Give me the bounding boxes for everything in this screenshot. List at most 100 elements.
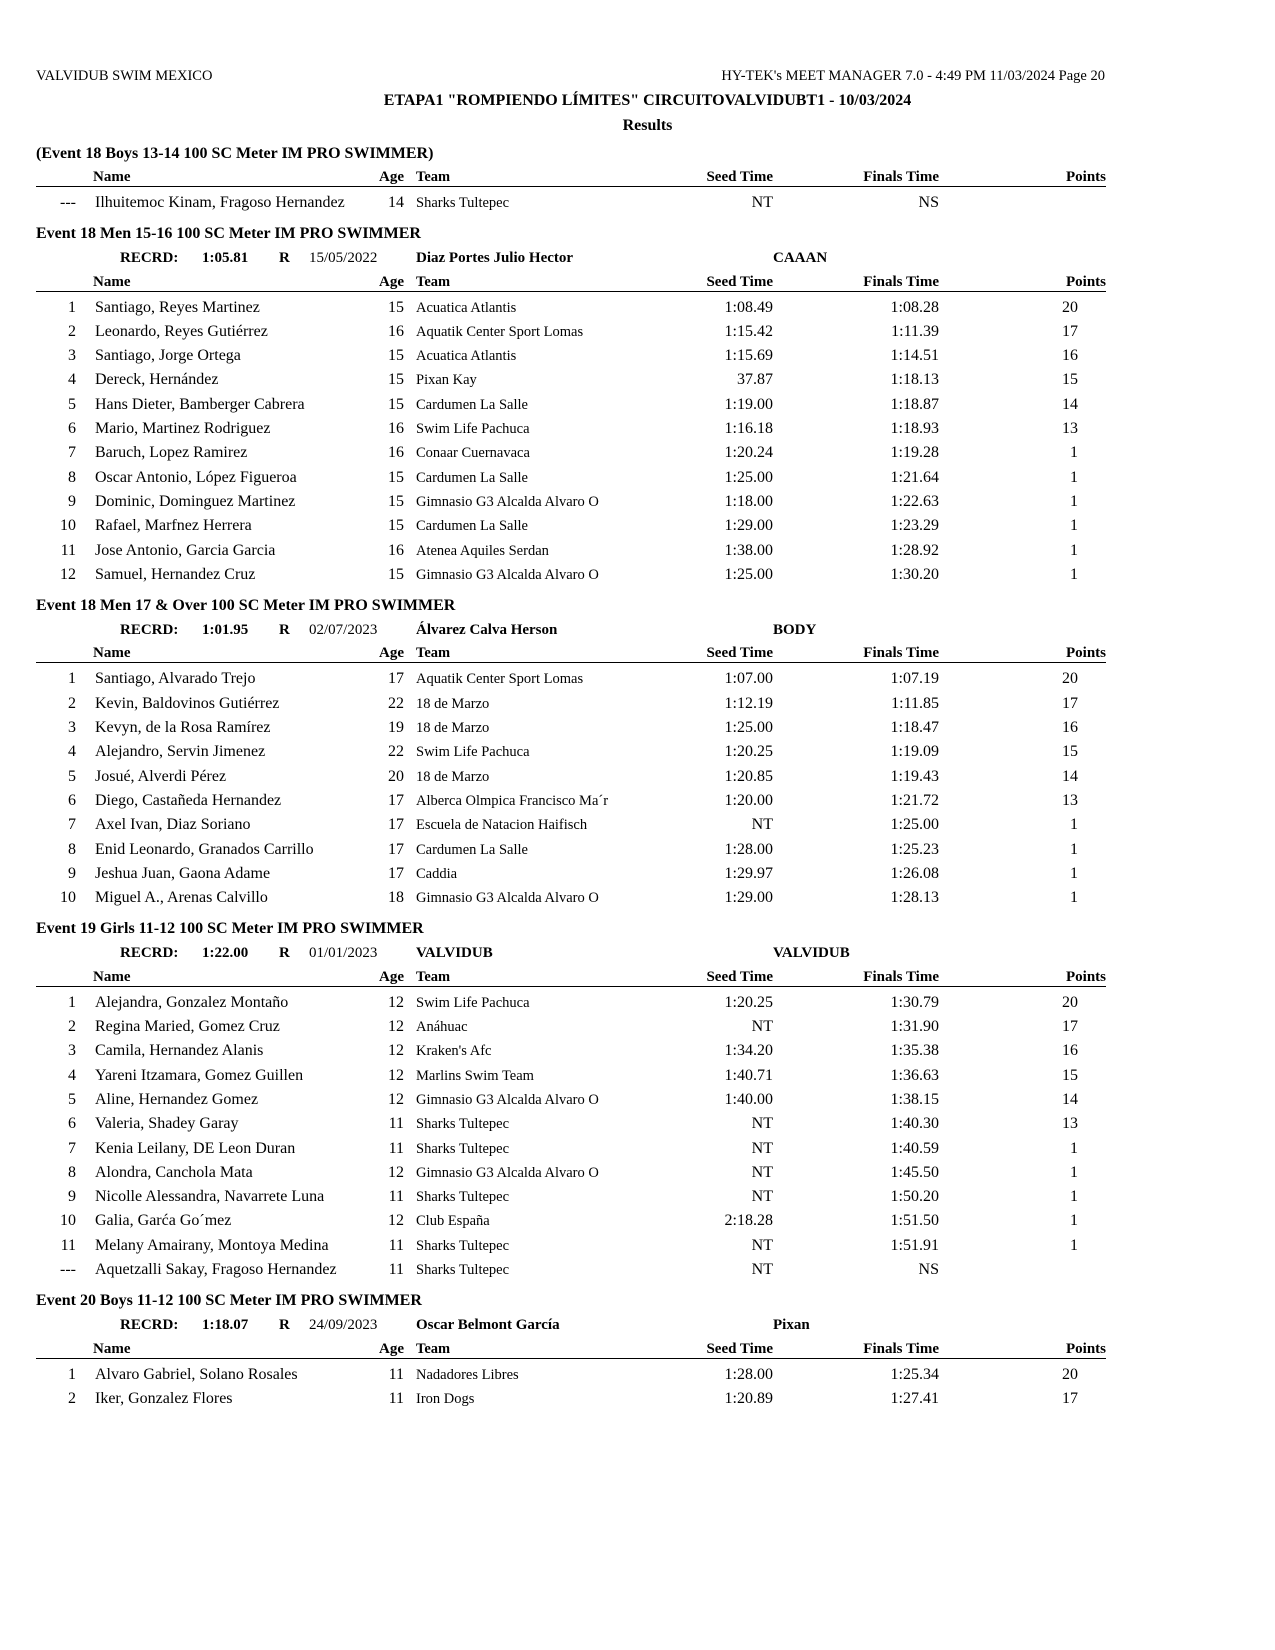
cell-place: 9 xyxy=(68,492,76,510)
result-row: 1 Santiago, Reyes Martinez 15 Acuatica Atla… xyxy=(36,296,1106,320)
cell-team: Iron Dogs xyxy=(416,1390,475,1407)
cell-points: 1 xyxy=(1070,517,1078,535)
cell-age: 11 xyxy=(388,1236,404,1254)
cell-name: Diego, Castañeda Hernandez xyxy=(95,791,282,809)
cell-place: 2 xyxy=(68,1389,76,1407)
column-finals: Finals Time xyxy=(863,645,939,662)
cell-team: 18 de Marzo xyxy=(416,695,490,712)
cell-place: 2 xyxy=(68,1018,76,1036)
cell-finals: 1:40.30 xyxy=(890,1115,939,1133)
cell-name: Enid Leonardo, Granados Carrillo xyxy=(95,840,314,858)
cell-points: 13 xyxy=(1062,420,1078,438)
cell-name: Jose Antonio, Garcia Garcia xyxy=(95,541,276,559)
cell-seed: 1:20.25 xyxy=(724,743,773,761)
cell-age: 11 xyxy=(388,1139,404,1157)
record-label: RECRD: xyxy=(120,250,179,267)
cell-team: Gimnasio G3 Alcalda Alvaro O xyxy=(416,493,599,510)
cell-points: 13 xyxy=(1062,1115,1078,1133)
cell-team: Club España xyxy=(416,1213,490,1230)
cell-age: 18 xyxy=(388,889,404,907)
record-team: CAAAN xyxy=(773,250,828,267)
column-seed: Seed Time xyxy=(706,1340,773,1357)
cell-team: Acuatica Atlantis xyxy=(416,348,517,365)
cell-team: Aquatik Center Sport Lomas xyxy=(416,323,584,340)
record-date: 02/07/2023 xyxy=(309,622,378,639)
cell-place: 5 xyxy=(68,395,76,413)
cell-seed: 1:28.00 xyxy=(724,1365,773,1383)
cell-team: Marlins Swim Team xyxy=(416,1067,534,1084)
cell-place: 6 xyxy=(68,1115,76,1133)
cell-place: 8 xyxy=(68,840,76,858)
cell-finals: 1:18.93 xyxy=(890,420,939,438)
cell-seed: 1:25.00 xyxy=(724,719,773,737)
cell-seed: 1:20.85 xyxy=(724,767,773,785)
event-section: Event 19 Girls 11-12 100 SC Meter IM PRO… xyxy=(36,917,1106,1282)
cell-finals: 1:31.90 xyxy=(890,1018,939,1036)
cell-place: 11 xyxy=(60,541,76,559)
cell-team: Sharks Tultepec xyxy=(416,1189,510,1206)
cell-age: 17 xyxy=(388,840,404,858)
results-list: (Event 18 Boys 13-14 100 SC Meter IM PRO… xyxy=(36,142,1106,1411)
record-flag: R xyxy=(279,945,290,962)
column-seed: Seed Time xyxy=(706,968,773,985)
event-title: Event 20 Boys 11-12 100 SC Meter IM PRO … xyxy=(36,1292,422,1310)
cell-seed: NT xyxy=(751,1115,773,1133)
cell-points: 1 xyxy=(1070,468,1078,486)
cell-seed: 1:12.19 xyxy=(724,694,773,712)
record-label: RECRD: xyxy=(120,622,179,639)
column-name: Name xyxy=(93,273,131,290)
cell-finals: 1:19.43 xyxy=(890,767,939,785)
cell-seed: 2:18.28 xyxy=(724,1212,773,1230)
result-row: 7 Baruch, Lopez Ramirez 16 Conaar Cuernavac… xyxy=(36,441,1106,465)
cell-points: 1 xyxy=(1070,541,1078,559)
result-row: 3 Kevyn, de la Rosa Ramírez 19 18 de Marzo 1… xyxy=(36,716,1106,740)
result-row: 8 Oscar Antonio, López Figueroa 15 Cardumen… xyxy=(36,466,1106,490)
cell-place: 1 xyxy=(68,298,76,316)
cell-place: 9 xyxy=(68,1188,76,1206)
cell-name: Aquetzalli Sakay, Fragoso Hernandez xyxy=(95,1260,337,1278)
cell-finals: 1:21.64 xyxy=(890,468,939,486)
cell-place: 4 xyxy=(68,371,76,389)
cell-name: Camila, Hernandez Alanis xyxy=(95,1042,264,1060)
cell-place: 1 xyxy=(68,670,76,688)
result-row: 5 Hans Dieter, Bamberger Cabrera 15 Cardume… xyxy=(36,393,1106,417)
cell-name: Baruch, Lopez Ramirez xyxy=(95,444,248,462)
cell-finals: NS xyxy=(918,194,939,211)
cell-points: 20 xyxy=(1062,993,1078,1011)
cell-seed: 37.87 xyxy=(737,371,773,389)
record-line: RECRD: 1:22.00 R 01/01/2023 VALVIDUB VALVIDUB xyxy=(36,941,1106,965)
cell-name: Miguel A., Arenas Calvillo xyxy=(95,889,268,907)
cell-seed: 1:20.24 xyxy=(724,444,773,462)
cell-finals: 1:19.28 xyxy=(890,444,939,462)
cell-points: 15 xyxy=(1062,1066,1078,1084)
cell-finals: 1:25.34 xyxy=(890,1365,939,1383)
event-title: Event 19 Girls 11-12 100 SC Meter IM PRO… xyxy=(36,920,424,938)
cell-team: Conaar Cuernavaca xyxy=(416,445,530,462)
cell-name: Leonardo, Reyes Gutiérrez xyxy=(95,322,268,340)
cell-points: 1 xyxy=(1070,840,1078,858)
cell-age: 17 xyxy=(388,816,404,834)
cell-age: 16 xyxy=(388,420,404,438)
record-time: 1:05.81 xyxy=(202,250,249,267)
record-label: RECRD: xyxy=(120,1317,179,1334)
cell-name: Axel Ivan, Diaz Soriano xyxy=(95,816,251,834)
cell-place: 3 xyxy=(68,347,76,365)
cell-place: 8 xyxy=(68,1163,76,1181)
cell-team: Gimnasio G3 Alcalda Alvaro O xyxy=(416,1164,599,1181)
result-row: 5 Josué, Alverdi Pérez 20 18 de Marzo 1:20.8… xyxy=(36,765,1106,789)
cell-age: 16 xyxy=(388,541,404,559)
cell-place: 10 xyxy=(60,517,76,535)
cell-finals: 1:40.59 xyxy=(890,1139,939,1157)
cell-finals: 1:23.29 xyxy=(890,517,939,535)
cell-name: Dereck, Hernández xyxy=(95,371,219,389)
cell-age: 12 xyxy=(388,1042,404,1060)
record-team: Pixan xyxy=(773,1317,810,1334)
cell-name: Melany Amairany, Montoya Medina xyxy=(95,1236,329,1254)
cell-name: Santiago, Reyes Martinez xyxy=(95,298,260,316)
cell-finals: 1:38.15 xyxy=(890,1090,939,1108)
cell-team: Cardumen La Salle xyxy=(416,396,528,413)
cell-place: 1 xyxy=(68,993,76,1011)
column-age: Age xyxy=(379,273,404,290)
cell-team: Acuatica Atlantis xyxy=(416,299,517,316)
cell-age: 12 xyxy=(388,1066,404,1084)
